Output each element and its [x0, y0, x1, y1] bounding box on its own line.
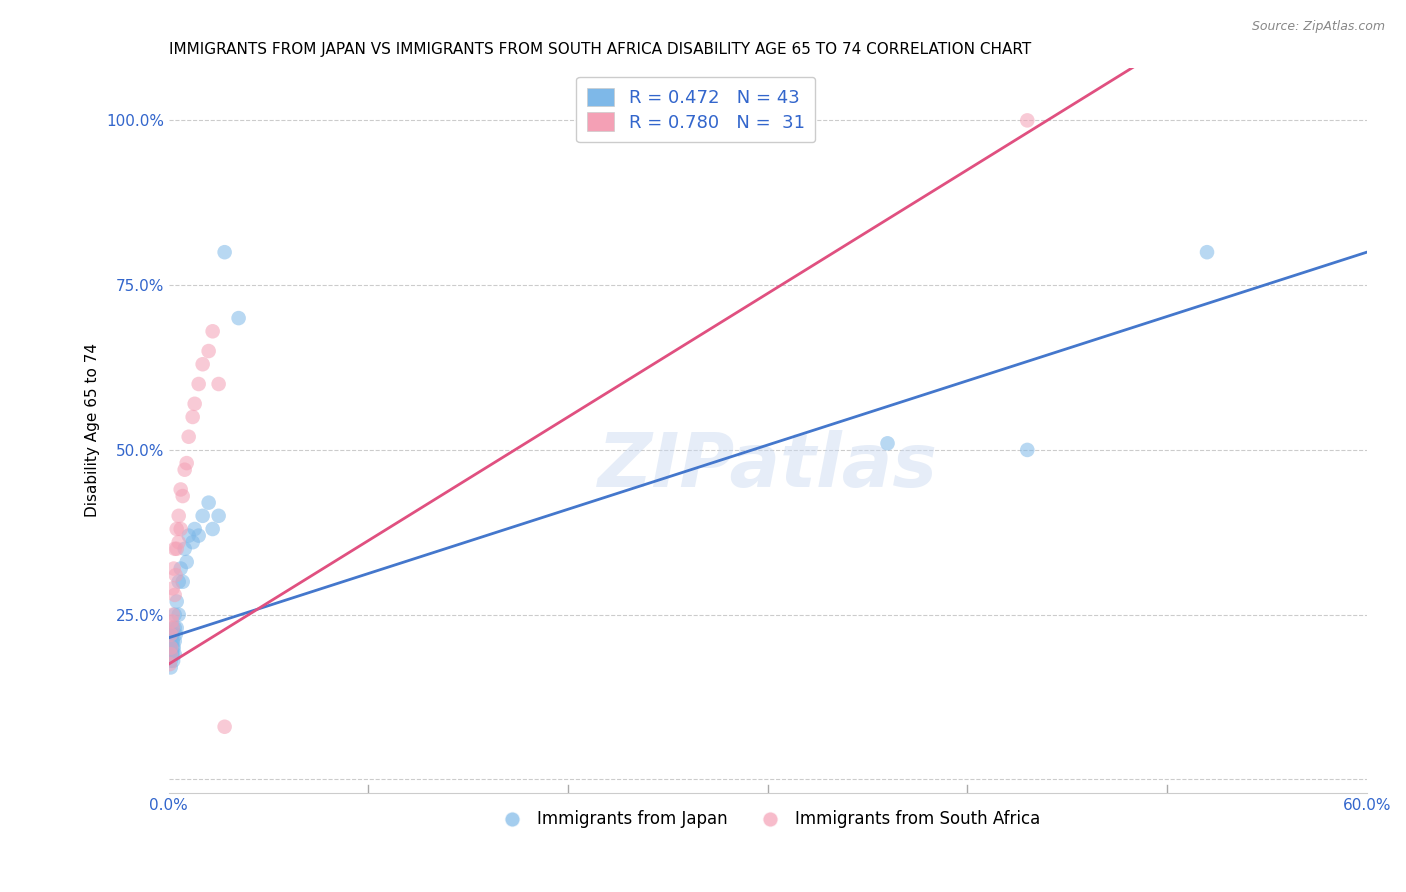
Point	[201, 522, 224, 536]
Point	[1017, 442, 1039, 457]
Point	[159, 627, 181, 641]
Point	[166, 541, 188, 556]
Point	[167, 574, 190, 589]
Point	[162, 654, 184, 668]
Point	[167, 607, 190, 622]
Point	[214, 720, 236, 734]
Point	[163, 621, 186, 635]
Point	[162, 627, 184, 641]
Point	[187, 377, 209, 392]
Point	[162, 647, 184, 661]
Point	[165, 627, 187, 641]
Point	[165, 568, 187, 582]
Point	[172, 574, 194, 589]
Text: ZIPatlas: ZIPatlas	[598, 430, 938, 503]
Point	[177, 430, 200, 444]
Point	[1195, 245, 1218, 260]
Text: IMMIGRANTS FROM JAPAN VS IMMIGRANTS FROM SOUTH AFRICA DISABILITY AGE 65 TO 74 CO: IMMIGRANTS FROM JAPAN VS IMMIGRANTS FROM…	[169, 42, 1031, 57]
Point	[201, 324, 224, 338]
Point	[160, 615, 183, 629]
Point	[159, 627, 181, 641]
Point	[163, 588, 186, 602]
Point	[172, 489, 194, 503]
Point	[170, 483, 193, 497]
Point	[163, 541, 186, 556]
Point	[177, 528, 200, 542]
Point	[173, 541, 195, 556]
Point	[159, 647, 181, 661]
Point	[162, 634, 184, 648]
Point	[170, 522, 193, 536]
Point	[214, 245, 236, 260]
Point	[163, 634, 186, 648]
Point	[160, 627, 183, 641]
Point	[228, 311, 250, 326]
Point	[183, 522, 205, 536]
Point	[159, 634, 181, 648]
Point	[160, 647, 183, 661]
Point	[159, 657, 181, 672]
Point	[162, 640, 184, 655]
Text: Source: ZipAtlas.com: Source: ZipAtlas.com	[1251, 20, 1385, 33]
Point	[1017, 113, 1039, 128]
Point	[159, 640, 181, 655]
Point	[197, 496, 219, 510]
Point	[162, 621, 184, 635]
Point	[208, 377, 231, 392]
Point	[176, 555, 198, 569]
Legend: Immigrants from Japan, Immigrants from South Africa: Immigrants from Japan, Immigrants from S…	[489, 804, 1046, 835]
Point	[183, 397, 205, 411]
Point	[166, 594, 188, 608]
Point	[159, 660, 181, 674]
Point	[162, 607, 184, 622]
Y-axis label: Disability Age 65 to 74: Disability Age 65 to 74	[86, 343, 100, 517]
Point	[163, 561, 186, 575]
Point	[197, 344, 219, 359]
Point	[191, 508, 214, 523]
Point	[163, 640, 186, 655]
Point	[876, 436, 898, 450]
Point	[166, 621, 188, 635]
Point	[162, 582, 184, 596]
Point	[176, 456, 198, 470]
Point	[162, 621, 184, 635]
Point	[187, 528, 209, 542]
Point	[191, 357, 214, 371]
Point	[181, 409, 204, 424]
Point	[166, 522, 188, 536]
Point	[163, 607, 186, 622]
Point	[162, 634, 184, 648]
Point	[163, 647, 186, 661]
Point	[173, 463, 195, 477]
Point	[160, 640, 183, 655]
Point	[159, 647, 181, 661]
Point	[160, 640, 183, 655]
Point	[167, 535, 190, 549]
Point	[208, 508, 231, 523]
Point	[167, 508, 190, 523]
Point	[181, 535, 204, 549]
Point	[170, 561, 193, 575]
Point	[159, 654, 181, 668]
